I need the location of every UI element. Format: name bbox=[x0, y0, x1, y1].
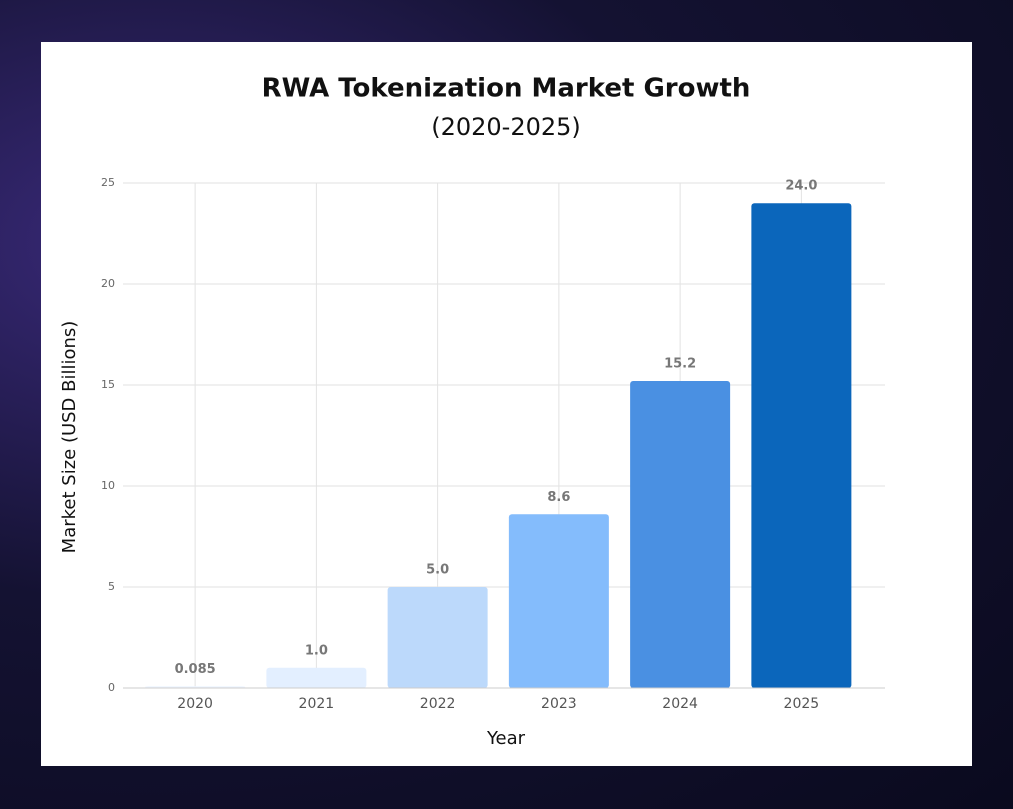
bar bbox=[387, 587, 488, 688]
y-tick-label: 20 bbox=[101, 277, 115, 290]
data-label: 8.6 bbox=[547, 490, 570, 505]
data-label: 5.0 bbox=[426, 563, 449, 578]
bar bbox=[630, 380, 731, 688]
data-label: 15.2 bbox=[664, 356, 696, 371]
x-tick-label: 2020 bbox=[177, 696, 213, 712]
x-tick-label: 2025 bbox=[784, 696, 820, 712]
x-axis-label: Year bbox=[486, 728, 526, 749]
x-tick-label: 2022 bbox=[420, 696, 456, 712]
data-label: 24.0 bbox=[785, 179, 817, 194]
y-axis-label: Market Size (USD Billions) bbox=[59, 321, 80, 554]
chart-subtitle: (2020-2025) bbox=[431, 113, 581, 141]
y-tick-label: 5 bbox=[108, 580, 115, 593]
bar bbox=[751, 203, 852, 688]
y-tick-label: 10 bbox=[101, 479, 115, 492]
y-tick-label: 25 bbox=[101, 176, 115, 189]
chart-title: RWA Tokenization Market Growth bbox=[262, 74, 751, 104]
bar bbox=[508, 514, 609, 688]
y-tick-label: 0 bbox=[108, 681, 115, 694]
x-tick-label: 2021 bbox=[299, 696, 335, 712]
y-tick-label: 15 bbox=[101, 378, 115, 391]
bar bbox=[266, 667, 367, 688]
x-tick-label: 2023 bbox=[541, 696, 577, 712]
data-label: 0.085 bbox=[175, 662, 216, 677]
data-label: 1.0 bbox=[305, 643, 328, 658]
x-tick-label: 2024 bbox=[662, 696, 698, 712]
